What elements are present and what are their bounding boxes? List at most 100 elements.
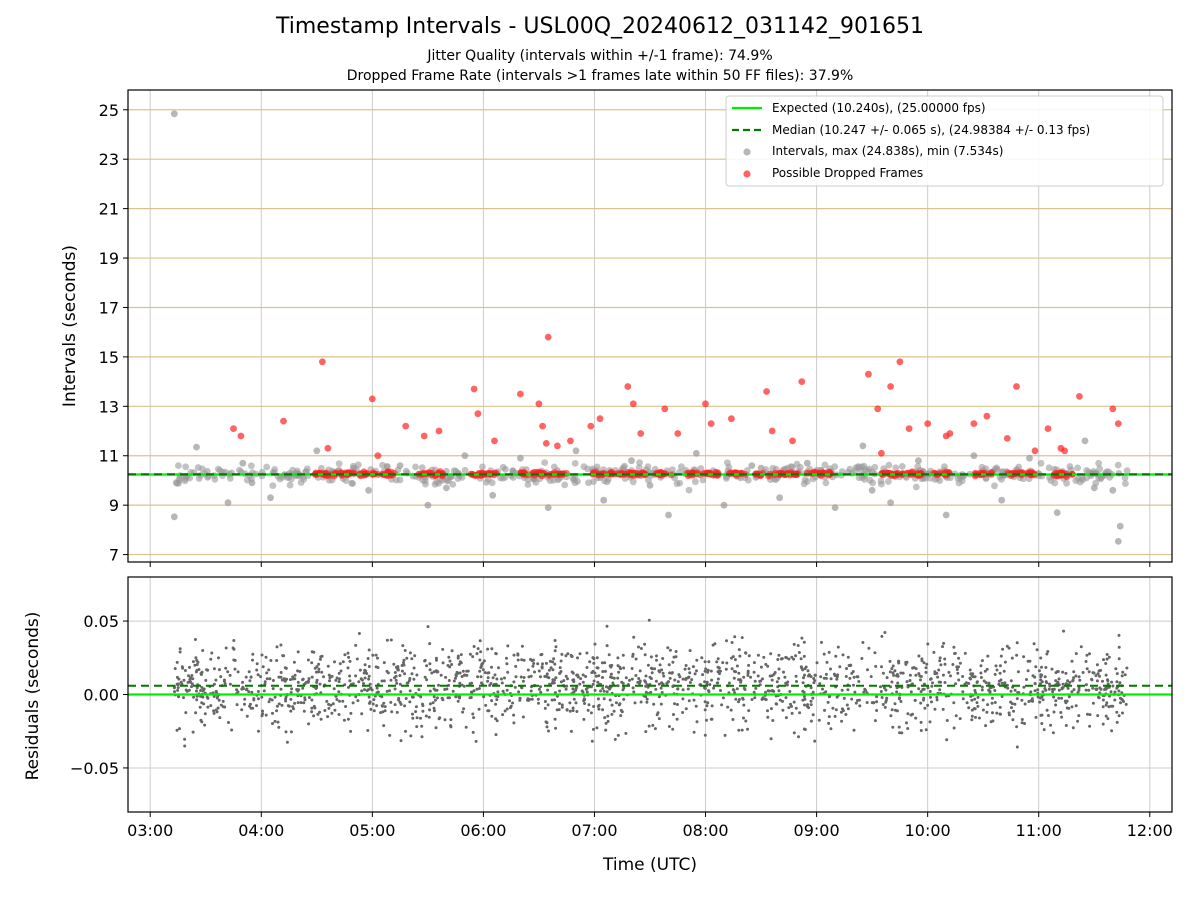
residual-point bbox=[838, 665, 842, 669]
residual-point bbox=[459, 653, 463, 657]
residual-point bbox=[1104, 703, 1108, 707]
residual-point bbox=[1064, 724, 1068, 727]
dropped-frame-point bbox=[368, 395, 376, 403]
residual-point bbox=[781, 699, 784, 703]
residual-point bbox=[1072, 670, 1076, 674]
residual-point bbox=[339, 669, 343, 673]
residual-point bbox=[647, 618, 651, 622]
residual-point bbox=[749, 675, 753, 679]
residual-point bbox=[370, 688, 374, 692]
residual-point bbox=[1115, 686, 1119, 690]
residual-point bbox=[1037, 669, 1041, 673]
interval-point bbox=[942, 511, 950, 519]
dropped-frame-point bbox=[230, 425, 237, 432]
residual-point bbox=[250, 690, 254, 694]
residual-point bbox=[223, 682, 227, 685]
residual-point bbox=[766, 664, 770, 668]
residual-point bbox=[218, 716, 222, 720]
interval-point bbox=[1123, 467, 1131, 475]
residual-point bbox=[919, 720, 923, 724]
residual-point bbox=[433, 688, 437, 692]
residual-point bbox=[602, 689, 606, 693]
residual-point bbox=[505, 688, 509, 692]
dropped-frame-point bbox=[629, 400, 637, 408]
residual-point bbox=[681, 688, 685, 692]
x-tick-label: 11:00 bbox=[1016, 821, 1062, 840]
residual-point bbox=[688, 681, 692, 684]
residual-point bbox=[670, 671, 674, 675]
residual-point bbox=[466, 669, 470, 673]
interval-point bbox=[1122, 480, 1129, 487]
residual-point bbox=[357, 680, 361, 684]
dropped-frame-point bbox=[763, 388, 770, 395]
residual-point bbox=[256, 673, 260, 677]
x-tick-label: 03:00 bbox=[127, 821, 173, 840]
residual-point bbox=[543, 700, 547, 703]
residual-point bbox=[1043, 675, 1047, 679]
residual-point bbox=[603, 661, 607, 665]
residual-point bbox=[302, 701, 306, 705]
residual-point bbox=[462, 707, 466, 711]
residual-point bbox=[628, 678, 631, 682]
residual-point bbox=[725, 661, 729, 665]
legend-intervals-swatch bbox=[743, 148, 751, 156]
residual-point bbox=[926, 686, 930, 690]
residual-point bbox=[1044, 666, 1048, 669]
residual-point bbox=[846, 707, 850, 711]
interval-point bbox=[860, 462, 868, 470]
residual-point bbox=[605, 624, 609, 628]
residual-point bbox=[585, 690, 589, 694]
residual-point bbox=[1094, 688, 1098, 692]
residual-point bbox=[449, 725, 453, 729]
top-y-axis-label: Intervals (seconds) bbox=[60, 245, 80, 407]
residual-point bbox=[1015, 641, 1019, 645]
residual-point bbox=[1114, 667, 1118, 671]
interval-point bbox=[994, 466, 1001, 474]
residual-point bbox=[1063, 699, 1067, 703]
residual-point bbox=[681, 711, 685, 714]
residual-point bbox=[759, 665, 763, 669]
residual-point bbox=[1042, 728, 1046, 732]
residual-point bbox=[558, 689, 562, 693]
residual-point bbox=[981, 698, 985, 702]
residual-point bbox=[232, 658, 236, 662]
residual-point bbox=[454, 695, 458, 699]
residual-point bbox=[659, 686, 663, 690]
x-tick-label: 12:00 bbox=[1127, 821, 1173, 840]
residual-point bbox=[775, 702, 779, 706]
residual-point bbox=[371, 653, 375, 657]
residual-point bbox=[778, 698, 782, 702]
residual-point bbox=[536, 662, 540, 666]
residual-point bbox=[809, 686, 813, 690]
residual-point bbox=[316, 712, 320, 716]
residual-point bbox=[251, 706, 255, 710]
residual-point bbox=[1062, 629, 1066, 633]
residual-point bbox=[653, 667, 657, 671]
residual-point bbox=[862, 690, 866, 694]
residual-point bbox=[1117, 689, 1121, 693]
residual-point bbox=[292, 707, 295, 711]
residual-point bbox=[496, 690, 500, 694]
residual-point bbox=[979, 671, 983, 675]
residual-point bbox=[1033, 675, 1037, 679]
residual-point bbox=[891, 671, 895, 675]
residual-point bbox=[539, 675, 542, 679]
residual-point bbox=[1107, 655, 1111, 659]
residual-point bbox=[219, 675, 223, 679]
residual-point bbox=[568, 701, 572, 705]
residual-point bbox=[187, 674, 190, 678]
residual-point bbox=[1109, 690, 1113, 694]
residual-point bbox=[597, 674, 601, 678]
residual-point bbox=[585, 651, 589, 655]
residual-point bbox=[835, 677, 839, 681]
residual-point bbox=[687, 699, 691, 703]
residual-point bbox=[967, 706, 971, 710]
residual-point bbox=[1046, 650, 1050, 653]
interval-point bbox=[776, 494, 783, 502]
residual-point bbox=[385, 638, 389, 642]
residual-point bbox=[264, 713, 268, 717]
residual-point bbox=[606, 714, 610, 718]
residual-point bbox=[630, 677, 634, 681]
residual-point bbox=[315, 678, 319, 682]
